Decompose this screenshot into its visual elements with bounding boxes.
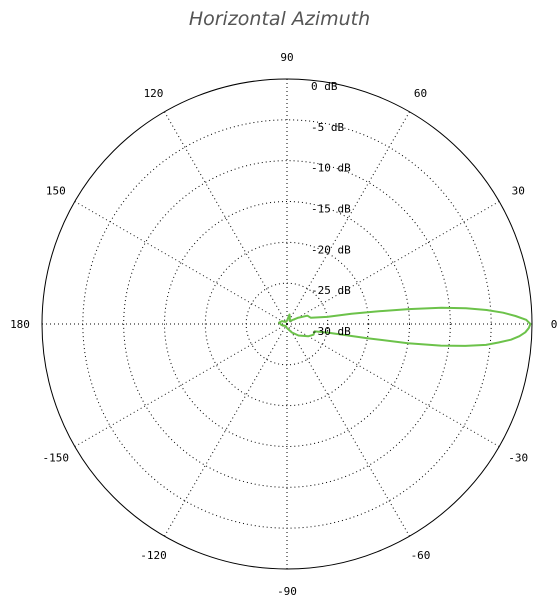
series-point bbox=[288, 313, 291, 316]
series-point bbox=[283, 325, 285, 327]
series-point bbox=[297, 317, 299, 319]
series-point bbox=[518, 335, 521, 337]
angle-tick-label: -90 bbox=[277, 585, 297, 598]
angle-tick-label: 120 bbox=[144, 87, 164, 100]
radial-tick-label: -25 dB bbox=[311, 284, 351, 297]
series-point bbox=[285, 325, 287, 327]
chart-title: Horizontal Azimuth bbox=[188, 8, 371, 30]
series-point bbox=[366, 337, 368, 339]
series-point bbox=[528, 327, 530, 329]
radial-tick-label: -10 dB bbox=[311, 162, 351, 175]
series-point bbox=[291, 331, 293, 334]
series-point bbox=[310, 317, 312, 319]
angle-tick-label: -120 bbox=[140, 549, 167, 562]
series-point bbox=[497, 341, 500, 344]
radial-tick-label: -20 dB bbox=[311, 243, 351, 256]
series-point bbox=[440, 345, 442, 347]
radial-tick-label: 0 dB bbox=[311, 80, 338, 93]
label-layer: 0 dB -5 dB -10 dB -15 dB -20 dB -25 dB -30 dB 0… bbox=[10, 51, 557, 598]
series-point bbox=[514, 315, 517, 317]
series-point bbox=[408, 308, 410, 310]
series-point bbox=[289, 318, 291, 320]
series-point bbox=[465, 307, 467, 309]
series-point bbox=[525, 319, 527, 321]
angle-tick-label: 30 bbox=[512, 185, 525, 198]
radial-tick-label: -30 dB bbox=[311, 325, 351, 338]
series-point bbox=[281, 320, 283, 322]
series-point bbox=[307, 335, 309, 337]
angle-tick-label: 0 bbox=[551, 318, 558, 331]
grid-ring bbox=[164, 201, 410, 447]
grid-spoke bbox=[286, 323, 410, 537]
grid-ring bbox=[204, 241, 370, 407]
series-point bbox=[464, 345, 466, 347]
series-point bbox=[312, 334, 315, 336]
angle-tick-label: 150 bbox=[46, 185, 66, 198]
series-point bbox=[375, 310, 377, 313]
series-point bbox=[326, 331, 328, 334]
grid-spoke bbox=[74, 323, 288, 447]
angle-tick-label: 60 bbox=[414, 87, 427, 100]
series-point bbox=[440, 307, 442, 309]
grid-spoke bbox=[286, 111, 410, 325]
grid-spoke bbox=[164, 323, 288, 537]
series-point bbox=[286, 327, 288, 329]
series-point bbox=[289, 320, 291, 322]
angle-tick-label: -150 bbox=[43, 452, 70, 465]
grid-spoke bbox=[74, 201, 288, 325]
series-point bbox=[306, 315, 308, 317]
angle-tick-label: -60 bbox=[411, 549, 431, 562]
series-point bbox=[297, 334, 300, 337]
series-point bbox=[278, 322, 280, 324]
series-point bbox=[279, 323, 282, 325]
angle-tick-label: 180 bbox=[10, 318, 30, 331]
grid-spoke bbox=[286, 323, 500, 447]
series-point bbox=[285, 321, 287, 323]
polar-grid bbox=[41, 78, 533, 570]
series-point bbox=[510, 339, 512, 341]
series-point bbox=[350, 313, 353, 315]
series-point bbox=[486, 309, 488, 311]
angle-tick-label: 90 bbox=[280, 51, 293, 64]
series-point bbox=[314, 330, 316, 332]
series-point bbox=[326, 316, 328, 318]
series-point bbox=[286, 320, 288, 322]
radial-tick-label: -15 dB bbox=[311, 203, 351, 216]
series-point bbox=[524, 331, 526, 333]
series-point bbox=[280, 324, 282, 326]
series-layer bbox=[278, 306, 532, 347]
series-point bbox=[407, 342, 409, 344]
series-point bbox=[529, 323, 532, 325]
radial-tick-label: -5 dB bbox=[311, 121, 344, 134]
grid-spoke bbox=[286, 201, 500, 325]
grid-spoke bbox=[164, 111, 288, 325]
angle-tick-label: -30 bbox=[508, 452, 528, 465]
series-point bbox=[502, 312, 504, 314]
series-point bbox=[485, 344, 487, 346]
grid-ring bbox=[123, 160, 451, 488]
